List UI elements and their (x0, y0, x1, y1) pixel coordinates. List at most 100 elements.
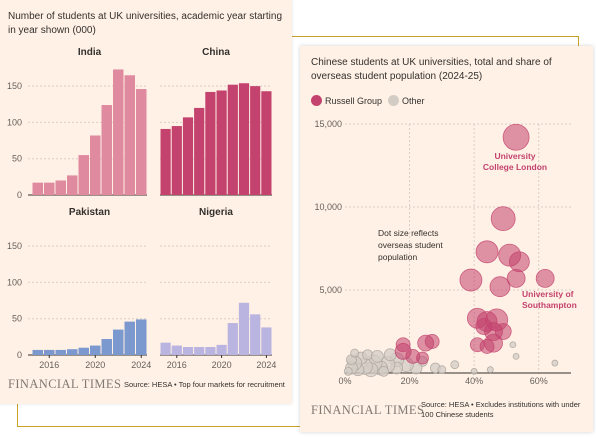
panel-title-india: India (78, 47, 102, 58)
bar-charts: India 0 50 100 150 China Pakistan 0 50 100 150 2016… (7, 47, 276, 370)
bar-india-2019 (78, 155, 89, 195)
bar-pakistan-2015 (32, 349, 43, 355)
bar-pakistan-2022 (113, 329, 124, 355)
point-other-0 (509, 341, 517, 349)
point-russell-group-3 (475, 240, 499, 264)
bar-china-2015 (160, 128, 171, 195)
bar-china-2019 (205, 91, 216, 195)
point-russell-group-8 (489, 276, 511, 298)
bar-china-2020 (216, 90, 227, 195)
frame-line-bottom (17, 426, 300, 427)
legend-other-swatch (388, 95, 400, 106)
bar-india-2020 (90, 135, 101, 195)
y-tick-label-pakistan-100: 100 (7, 277, 22, 287)
bar-pakistan-2019 (78, 347, 89, 355)
bar-pakistan-2023 (124, 321, 135, 355)
bar-nigeria-2022 (238, 302, 250, 355)
ft-logo-right: FINANCIAL TIMES (311, 403, 425, 417)
point-other-24 (378, 365, 390, 377)
left-source: Source: HESA • Top four markets for recr… (124, 380, 285, 389)
panel-title-nigeria: Nigeria (199, 207, 233, 218)
y-tick-label-pakistan-50: 50 (12, 314, 22, 324)
point-other-2 (551, 359, 559, 367)
bar-china-2018 (194, 107, 205, 195)
right-chart-title: Chinese students at UK universities, tot… (311, 57, 552, 82)
left-chart-panel: Number of students at UK universities, a… (0, 0, 292, 404)
point-other-21 (362, 349, 373, 361)
point-russell-group-1 (535, 268, 555, 288)
x-tick-label-1: 20% (401, 376, 419, 386)
point-other-3 (450, 360, 460, 370)
bar-pakistan-2021 (101, 339, 112, 355)
bar-china-2017 (182, 117, 194, 195)
point-russell-group-5 (508, 251, 530, 273)
bar-pakistan-2024 (136, 319, 147, 355)
bar-pakistan-2020 (90, 345, 101, 355)
bar-india-2023 (124, 75, 135, 195)
bar-nigeria-2023 (250, 314, 261, 355)
frame-line-left (17, 404, 18, 426)
bar-pakistan-2018 (67, 349, 78, 355)
x-tick-label-pakistan-2016: 2016 (39, 360, 59, 370)
legend-russell-label: Russell Group (325, 95, 383, 106)
y-tick-label-15000: 15,000 (314, 119, 342, 129)
point-russell-group-19 (424, 334, 440, 349)
y-tick-label-india-100: 100 (7, 117, 22, 127)
x-tick-label-pakistan-2024: 2024 (131, 360, 151, 370)
point-other-22 (370, 349, 384, 363)
bar-india-2015 (32, 182, 43, 195)
x-tick-label-nigeria-2020: 2020 (212, 360, 232, 370)
point-other-1 (512, 352, 520, 360)
y-tick-label-pakistan-150: 150 (7, 241, 22, 251)
bar-china-2022 (238, 83, 250, 195)
x-tick-label-0: 0% (338, 376, 351, 386)
bar-pakistan-2017 (55, 349, 66, 355)
bar-china-2024 (261, 91, 272, 195)
point-russell-group-6 (459, 268, 483, 292)
x-tick-label-3: 60% (530, 376, 548, 386)
right-chart-panel: Chinese students at UK universities, tot… (300, 46, 593, 432)
legend: Russell Group Other (311, 95, 425, 106)
point-other-28 (486, 366, 494, 374)
frame-line-top (292, 36, 578, 37)
y-tick-label-india-150: 150 (7, 81, 22, 91)
bar-india-2022 (113, 69, 124, 195)
bar-nigeria-2017 (182, 347, 194, 355)
bar-nigeria-2015 (160, 342, 171, 355)
bar-india-2017 (55, 180, 66, 195)
panel-title-china: China (202, 47, 230, 58)
bar-nigeria-2019 (205, 347, 216, 355)
bar-nigeria-2016 (171, 345, 182, 355)
y-tick-label-10000: 10,000 (314, 202, 342, 212)
point-other-26 (437, 365, 447, 375)
point-russell-group-23 (416, 351, 429, 365)
bar-china-2021 (227, 84, 238, 195)
right-source: Source: HESA • Excludes institutions wit… (421, 400, 581, 419)
point-russell-group-14 (475, 318, 493, 335)
bar-nigeria-2020 (216, 344, 227, 355)
point-russell-group-2 (490, 206, 516, 232)
point-other-27 (470, 367, 478, 375)
point-other-20 (343, 366, 353, 376)
y-tick-label-india-0: 0 (17, 190, 22, 200)
point-russell-group-13 (494, 323, 512, 340)
x-tick-label-pakistan-2020: 2020 (85, 360, 105, 370)
bar-india-2024 (136, 89, 147, 195)
x-tick-label-2: 40% (465, 376, 483, 386)
label-university-of-southampton: University of Southampton (522, 289, 577, 310)
panel-title-pakistan: Pakistan (69, 207, 110, 218)
point-russell-group-17 (484, 333, 503, 353)
point-other-25 (350, 348, 360, 358)
y-tick-label-india-50: 50 (12, 154, 22, 164)
label-university-college-london: University College London (483, 151, 547, 172)
bar-nigeria-2024 (261, 327, 272, 355)
scatter-chart: 5,000 10,000 15,000 0% 20% 40% 60% Dot size ref… (314, 119, 577, 386)
dot-size-note: Dot size reflects overseas student populat… (378, 228, 443, 262)
bar-china-2023 (250, 86, 261, 195)
bar-nigeria-2018 (194, 347, 205, 355)
point-other-23 (383, 348, 397, 362)
bar-india-2021 (101, 105, 112, 195)
left-chart-title: Number of students at UK universities, a… (8, 11, 283, 36)
point-russell-group-0 (502, 123, 530, 151)
ft-logo-left: FINANCIAL TIMES (8, 377, 122, 391)
